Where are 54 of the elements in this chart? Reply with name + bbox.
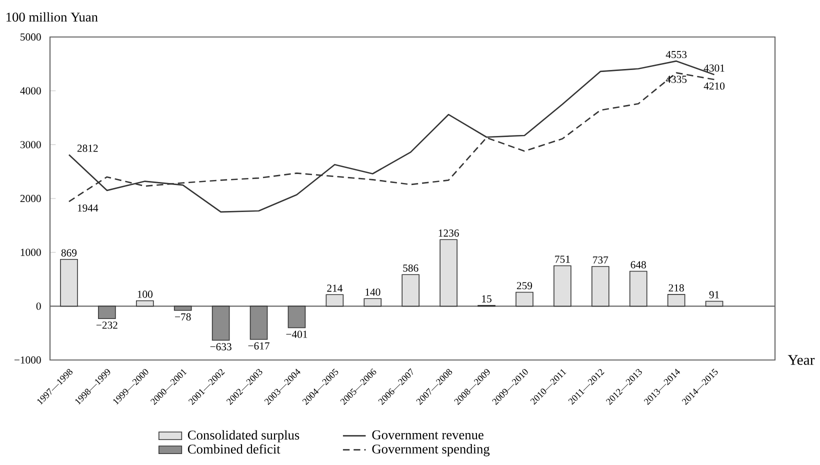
data-label: 2812 <box>77 144 98 152</box>
legend-label: Combined deficit <box>188 444 280 454</box>
data-label: 218 <box>668 284 684 292</box>
bar <box>592 266 610 307</box>
bar <box>288 306 306 328</box>
y-tick-label: 4000 <box>20 87 41 94</box>
bar <box>402 274 420 307</box>
data-label: 737 <box>593 256 608 264</box>
legend-label: Government spending <box>372 444 490 456</box>
data-label: 91 <box>709 291 719 298</box>
y-tick-label: 3000 <box>20 141 41 148</box>
data-label: 4210 <box>704 82 725 90</box>
data-label: 214 <box>327 284 343 292</box>
data-label: −232 <box>96 322 118 329</box>
y-tick-label: −1000 <box>14 356 41 364</box>
data-label: 259 <box>516 282 532 290</box>
bar <box>440 239 458 307</box>
y-tick-label: 5000 <box>20 33 41 41</box>
data-label: 586 <box>403 264 418 272</box>
bar <box>60 258 78 307</box>
data-label: 140 <box>366 288 380 296</box>
bar <box>554 265 572 307</box>
bar <box>250 306 268 340</box>
legend-label: Government revenue <box>372 430 484 440</box>
y-tick-label: 1000 <box>20 248 41 256</box>
bar <box>212 306 230 341</box>
bar <box>364 298 382 307</box>
y-tick-label: 2000 <box>20 194 41 202</box>
bar <box>629 270 648 307</box>
x-axis-title: Year <box>788 355 815 365</box>
data-label: 869 <box>61 249 77 256</box>
bar <box>174 306 192 311</box>
legend-label: Consolidated surplus <box>188 430 300 442</box>
y-axis-title: 100 million Yuan <box>6 12 98 22</box>
bar <box>98 306 116 320</box>
bar <box>516 292 534 307</box>
bar <box>667 294 686 307</box>
data-label: −633 <box>210 343 232 350</box>
data-label: 100 <box>138 290 152 298</box>
data-label: −401 <box>286 330 308 338</box>
data-label: 4301 <box>704 64 724 72</box>
data-label: −78 <box>175 313 191 320</box>
data-label: 15 <box>482 295 492 302</box>
data-label: 4335 <box>666 76 687 83</box>
data-label: 4553 <box>666 50 687 58</box>
data-label: 648 <box>630 261 646 268</box>
data-label: 1236 <box>438 230 459 237</box>
bar <box>705 300 724 307</box>
bar <box>136 300 154 307</box>
data-label: 1944 <box>78 204 98 212</box>
bar <box>326 294 344 307</box>
y-tick-label: 0 <box>36 302 41 310</box>
data-label: −617 <box>248 342 270 350</box>
data-label: 751 <box>555 256 570 263</box>
